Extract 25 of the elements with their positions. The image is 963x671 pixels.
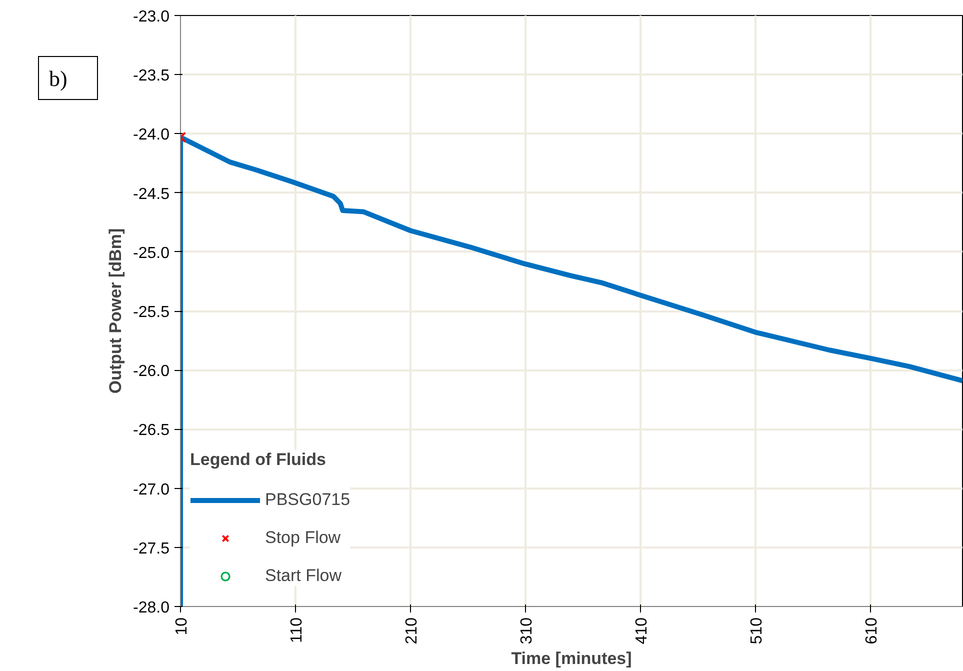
x-tick-label: 610 (864, 617, 880, 644)
y-tick-label: -25.0 (133, 244, 170, 262)
y-tick-label: -25.5 (133, 304, 170, 321)
legend-label: PBSG0715 (265, 490, 350, 510)
x-tick-label: 110 (288, 617, 306, 644)
x-tick-label: 510 (748, 617, 766, 644)
y-tick-label: -24.0 (133, 126, 170, 144)
y-tick-label: -28.0 (133, 600, 170, 616)
text: b) (49, 65, 68, 93)
x-tick-label: 410 (634, 617, 650, 644)
x-tick-label: 10 (174, 617, 190, 636)
x-tick-label: 210 (404, 617, 420, 644)
y-tick-label: -23.0 (133, 8, 170, 26)
legend-title: Legend of Fluids (190, 450, 327, 470)
x-tick-label: 310 (518, 617, 536, 644)
y-axis-title: Output Power [dBm] (106, 228, 126, 394)
y-tick-label: -26.0 (133, 363, 170, 380)
y-tick-label: -26.5 (133, 422, 170, 440)
y-tick-label: -27.0 (133, 481, 170, 498)
y-tick-label: -27.5 (133, 540, 170, 558)
legend-label: Start Flow (265, 566, 342, 586)
legend-label: Stop Flow (265, 528, 341, 548)
x-axis-title: Time [minutes] (511, 649, 632, 668)
y-tick-label: -24.5 (133, 186, 170, 203)
y-tick-label: -23.5 (133, 68, 170, 85)
